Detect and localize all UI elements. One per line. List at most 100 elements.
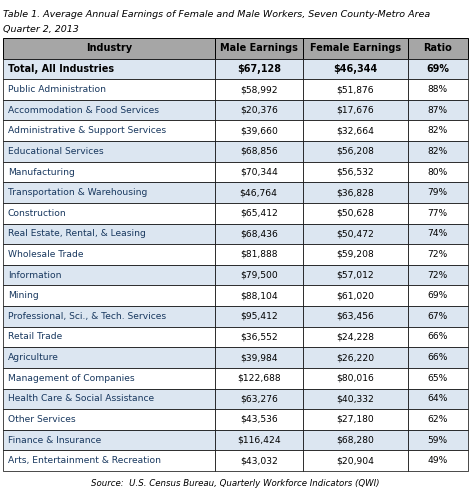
Text: 59%: 59% — [428, 436, 448, 445]
Bar — [3, 182, 215, 203]
Text: Accommodation & Food Services: Accommodation & Food Services — [8, 106, 159, 115]
Text: $68,856: $68,856 — [240, 147, 277, 156]
Bar — [3, 203, 215, 223]
Text: $39,660: $39,660 — [240, 126, 278, 135]
Text: Arts, Entertainment & Recreation: Arts, Entertainment & Recreation — [8, 456, 161, 465]
Bar — [407, 368, 468, 388]
Bar — [3, 79, 215, 100]
Text: Health Care & Social Assistance: Health Care & Social Assistance — [8, 394, 154, 403]
Bar — [215, 38, 303, 59]
Bar — [215, 430, 303, 451]
Bar — [303, 100, 407, 120]
Text: Female Earnings: Female Earnings — [309, 43, 401, 53]
Bar — [407, 451, 468, 471]
Text: Table 1. Average Annual Earnings of Female and Male Workers, Seven County-Metro : Table 1. Average Annual Earnings of Fema… — [3, 10, 430, 19]
Text: $65,412: $65,412 — [240, 209, 278, 218]
Text: Quarter 2, 2013: Quarter 2, 2013 — [3, 25, 79, 34]
Bar — [303, 285, 407, 306]
Text: $46,344: $46,344 — [333, 64, 377, 74]
Text: 77%: 77% — [428, 209, 448, 218]
Text: 66%: 66% — [428, 332, 448, 342]
Bar — [303, 327, 407, 347]
Text: Administrative & Support Services: Administrative & Support Services — [8, 126, 166, 135]
Text: 69%: 69% — [426, 64, 449, 74]
Text: $20,904: $20,904 — [336, 456, 374, 465]
Bar — [215, 368, 303, 388]
Bar — [407, 141, 468, 162]
Text: $50,472: $50,472 — [336, 229, 374, 239]
Text: $95,412: $95,412 — [240, 312, 277, 321]
Bar — [407, 223, 468, 244]
Text: $40,332: $40,332 — [336, 394, 374, 403]
Text: Professional, Sci., & Tech. Services: Professional, Sci., & Tech. Services — [8, 312, 166, 321]
Text: 88%: 88% — [428, 85, 448, 94]
Bar — [407, 327, 468, 347]
Text: $27,180: $27,180 — [336, 415, 374, 424]
Text: $20,376: $20,376 — [240, 106, 278, 115]
Bar — [215, 223, 303, 244]
Text: $88,104: $88,104 — [240, 291, 277, 300]
Bar — [407, 430, 468, 451]
Bar — [303, 347, 407, 368]
Text: $59,208: $59,208 — [336, 250, 374, 259]
Text: Source:  U.S. Census Bureau, Quarterly Workforce Indicators (QWI): Source: U.S. Census Bureau, Quarterly Wo… — [91, 479, 380, 488]
Bar — [407, 162, 468, 182]
Bar — [407, 59, 468, 79]
Bar — [215, 347, 303, 368]
Bar — [3, 162, 215, 182]
Bar — [303, 182, 407, 203]
Text: $56,208: $56,208 — [336, 147, 374, 156]
Bar — [303, 223, 407, 244]
Bar — [407, 38, 468, 59]
Text: 67%: 67% — [428, 312, 448, 321]
Bar — [215, 306, 303, 327]
Text: Construction: Construction — [8, 209, 67, 218]
Text: Wholesale Trade: Wholesale Trade — [8, 250, 83, 259]
Text: Total, All Industries: Total, All Industries — [8, 64, 114, 74]
Text: 74%: 74% — [428, 229, 448, 239]
Text: Public Administration: Public Administration — [8, 85, 106, 94]
Bar — [3, 244, 215, 265]
Bar — [303, 203, 407, 223]
Bar — [3, 141, 215, 162]
Bar — [303, 38, 407, 59]
Bar — [303, 120, 407, 141]
Bar — [3, 347, 215, 368]
Text: 82%: 82% — [428, 126, 448, 135]
Text: 72%: 72% — [428, 250, 448, 259]
Bar — [303, 451, 407, 471]
Text: $56,532: $56,532 — [336, 168, 374, 176]
Bar — [407, 388, 468, 409]
Text: $36,828: $36,828 — [336, 188, 374, 197]
Text: $36,552: $36,552 — [240, 332, 277, 342]
Text: $17,676: $17,676 — [336, 106, 374, 115]
Bar — [215, 182, 303, 203]
Text: $80,016: $80,016 — [336, 374, 374, 383]
Text: $43,536: $43,536 — [240, 415, 277, 424]
Text: 69%: 69% — [428, 291, 448, 300]
Text: $50,628: $50,628 — [336, 209, 374, 218]
Bar — [215, 203, 303, 223]
Text: $122,688: $122,688 — [237, 374, 281, 383]
Bar — [3, 451, 215, 471]
Bar — [3, 285, 215, 306]
Text: Real Estate, Rental, & Leasing: Real Estate, Rental, & Leasing — [8, 229, 146, 239]
Text: $26,220: $26,220 — [336, 353, 374, 362]
Bar — [303, 368, 407, 388]
Bar — [215, 79, 303, 100]
Bar — [215, 388, 303, 409]
Text: Ratio: Ratio — [423, 43, 452, 53]
Text: 65%: 65% — [428, 374, 448, 383]
Bar — [407, 79, 468, 100]
Bar — [215, 162, 303, 182]
Text: 72%: 72% — [428, 271, 448, 280]
Text: 87%: 87% — [428, 106, 448, 115]
Bar — [407, 306, 468, 327]
Bar — [3, 306, 215, 327]
Text: Retail Trade: Retail Trade — [8, 332, 62, 342]
Bar — [407, 203, 468, 223]
Bar — [215, 59, 303, 79]
Text: 80%: 80% — [428, 168, 448, 176]
Text: $57,012: $57,012 — [336, 271, 374, 280]
Text: $79,500: $79,500 — [240, 271, 277, 280]
